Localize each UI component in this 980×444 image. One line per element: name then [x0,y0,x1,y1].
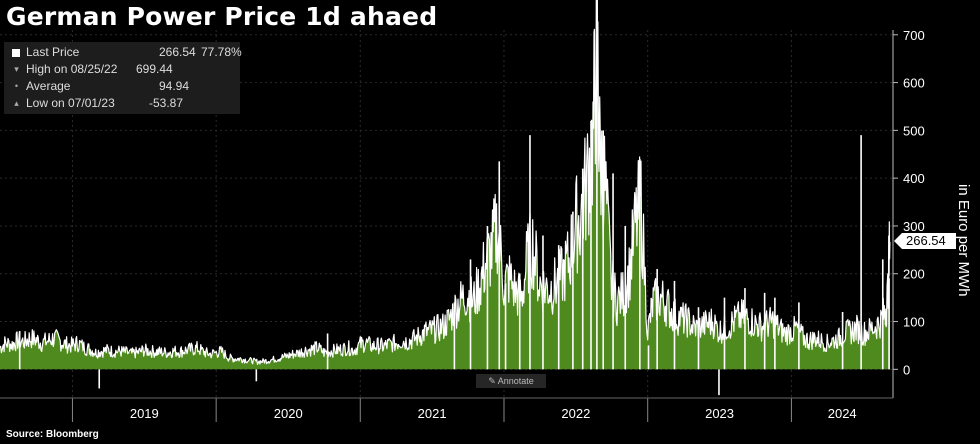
legend-value: 266.54 [159,45,196,59]
legend-label: Average [26,79,71,93]
legend-panel: Last Price 266.54 77.78% ▾ High on 08/25… [4,42,242,114]
x-tick-label: 2022 [561,406,590,421]
source-note: Source: Bloomberg [6,429,99,440]
x-tick-label: 2024 [828,406,857,421]
y-tick-label: 700 [903,28,925,43]
legend-value: -53.87 [149,96,184,110]
x-tick-label: 2019 [130,406,159,421]
y-tick-label: 0 [903,362,910,377]
white-square-icon [12,49,20,57]
last-price-flag: 266.54 [894,233,956,249]
y-tick-label: 300 [903,219,925,234]
chart-axes: 0 100 200 300 400 500 600 700 2019 2020 2021 2022 20… [0,28,925,422]
price-area-fill [0,0,890,370]
y-tick-label: 200 [903,267,925,282]
x-tick-label: 2023 [705,406,734,421]
up-triangle-icon: ▴ [14,98,19,108]
legend-label: High on 08/25/22 [26,62,118,76]
annotate-label: Annotate [497,376,534,386]
legend-change: 77.78% [201,45,242,59]
y-axis-label: in Euro per MWh [955,183,972,297]
legend-value: 699.44 [136,62,173,76]
x-tick-label: 2021 [418,406,447,421]
annotate-button[interactable]: ✎ Annotate [476,374,546,388]
price-line [0,0,891,365]
legend-label: Low on 07/01/23 [26,96,115,110]
y-tick-label: 600 [903,76,925,91]
y-tick-label: 100 [903,315,925,330]
down-triangle-icon: ▾ [14,64,19,74]
x-tick-label: 2020 [274,406,303,421]
y-tick-label: 400 [903,171,925,186]
chart-title: German Power Price 1d ahaed [6,2,438,31]
dot-icon: • [14,81,19,91]
y-tick-label: 500 [903,123,925,138]
price-spikes [18,35,890,396]
legend-label: Last Price [26,45,80,59]
legend-value: 94.94 [159,79,190,93]
